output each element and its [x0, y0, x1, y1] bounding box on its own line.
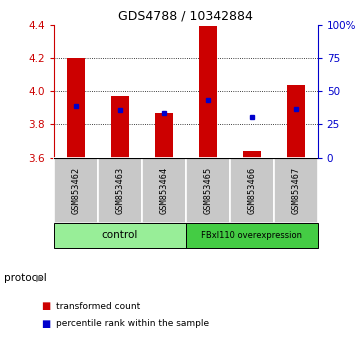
Text: GSM853462: GSM853462 — [71, 167, 81, 214]
Bar — [186, 158, 230, 223]
Bar — [274, 158, 318, 223]
Bar — [54, 223, 186, 248]
Bar — [67, 58, 85, 158]
Bar — [54, 158, 98, 223]
Text: FBxl110 overexpression: FBxl110 overexpression — [201, 231, 302, 240]
Text: GSM853464: GSM853464 — [160, 167, 169, 214]
Text: percentile rank within the sample: percentile rank within the sample — [56, 319, 209, 329]
Text: GSM853466: GSM853466 — [247, 167, 256, 214]
Text: protocol: protocol — [4, 273, 46, 283]
Text: ■: ■ — [42, 301, 51, 311]
Bar — [230, 158, 274, 223]
Text: ▶: ▶ — [36, 273, 44, 283]
Text: ■: ■ — [42, 319, 51, 329]
Bar — [199, 27, 217, 158]
Text: GSM853463: GSM853463 — [116, 167, 125, 214]
Bar — [287, 85, 304, 158]
Text: control: control — [102, 230, 138, 240]
Bar — [186, 223, 318, 248]
Text: transformed count: transformed count — [56, 302, 140, 311]
Bar — [155, 113, 173, 158]
Bar — [142, 158, 186, 223]
Text: GSM853467: GSM853467 — [291, 167, 300, 214]
Bar — [98, 158, 142, 223]
Title: GDS4788 / 10342884: GDS4788 / 10342884 — [118, 9, 253, 22]
Bar — [243, 151, 261, 158]
Text: GSM853465: GSM853465 — [203, 167, 212, 214]
Bar — [111, 96, 129, 158]
